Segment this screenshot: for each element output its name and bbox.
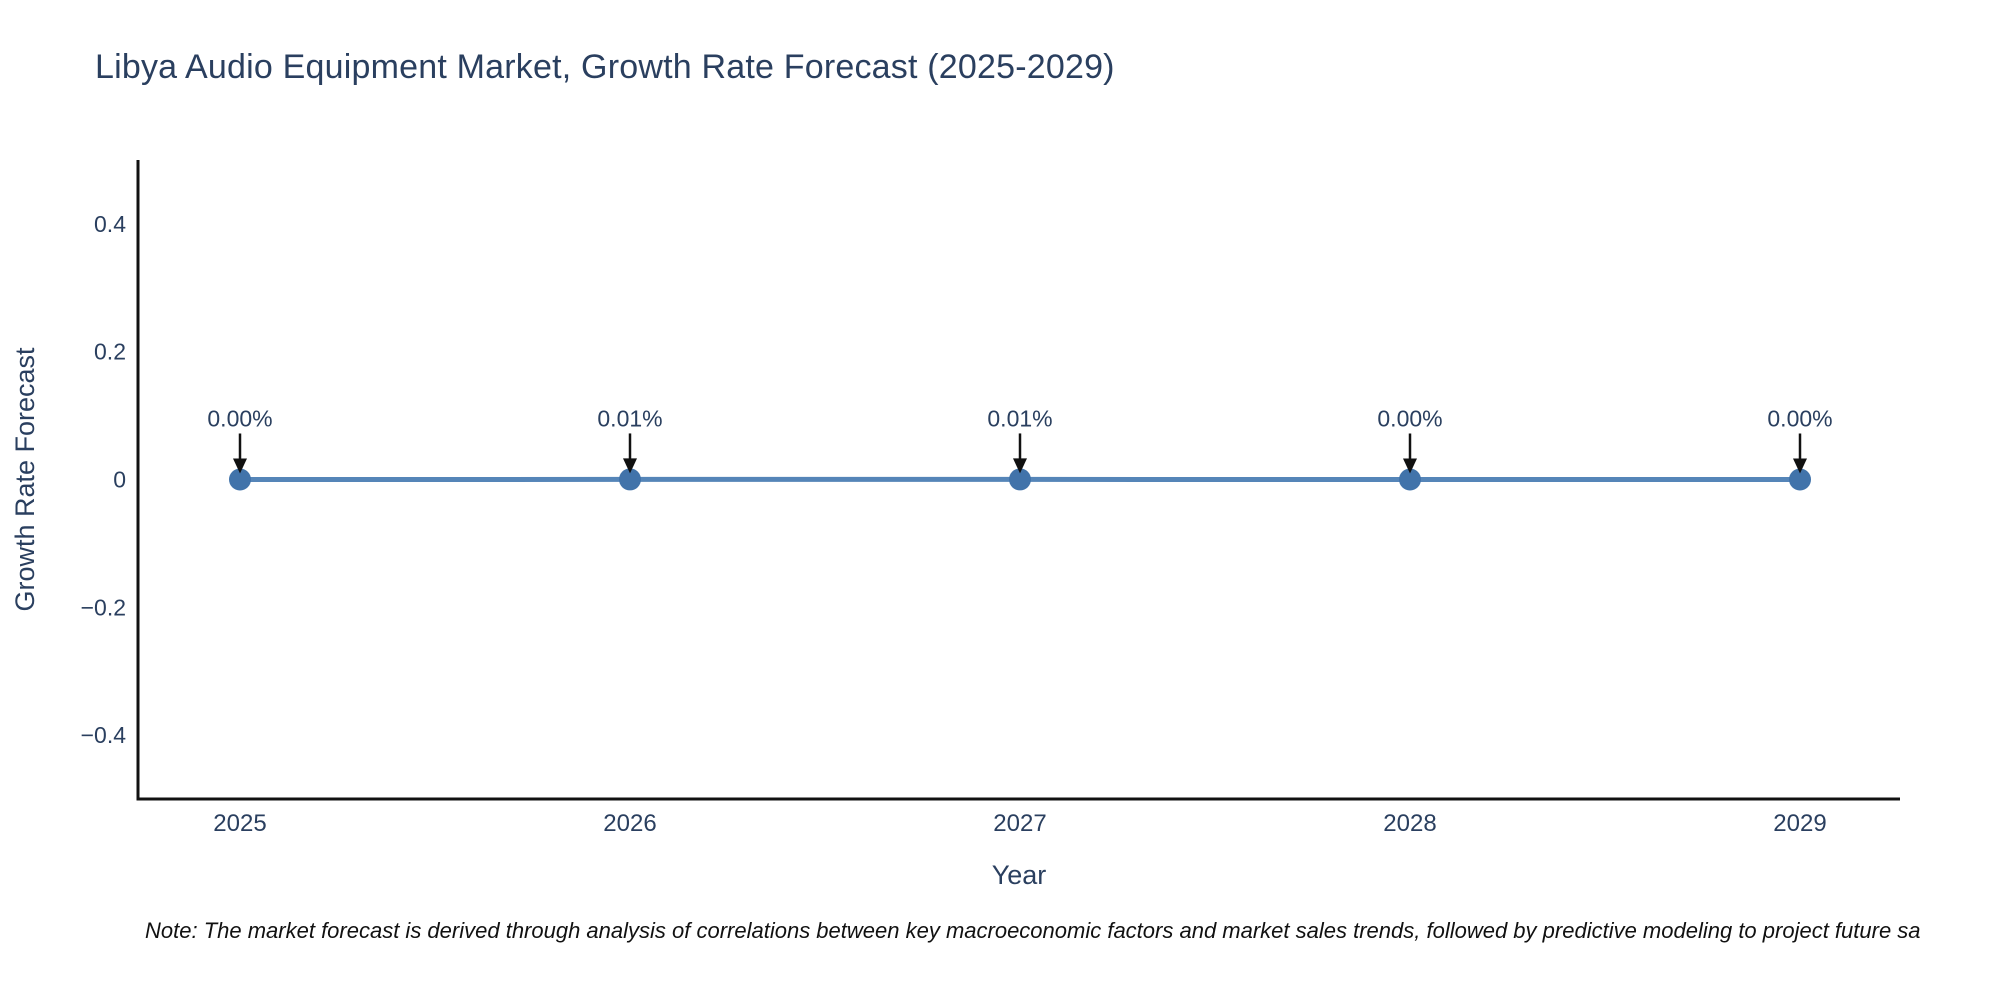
- chart-title: Libya Audio Equipment Market, Growth Rat…: [95, 48, 1115, 86]
- point-label: 0.01%: [597, 405, 662, 431]
- point-label: 0.00%: [207, 406, 272, 432]
- annotation-arrow-head: [1403, 458, 1417, 474]
- x-tick-label: 2028: [1383, 810, 1436, 837]
- footnote: Note: The market forecast is derived thr…: [145, 918, 1921, 943]
- x-tick-label: 2029: [1773, 810, 1826, 837]
- x-tick-label: 2027: [993, 810, 1046, 837]
- x-tick-label: 2026: [603, 810, 656, 837]
- annotation-arrow-head: [1013, 458, 1027, 474]
- annotation-arrow-head: [1793, 458, 1807, 474]
- data-point[interactable]: [619, 468, 641, 491]
- x-axis-title: Year: [992, 860, 1047, 890]
- point-label: 0.01%: [987, 405, 1052, 431]
- y-tick-label: 0: [113, 467, 126, 493]
- point-label: 0.00%: [1767, 406, 1832, 432]
- data-point[interactable]: [1399, 468, 1421, 491]
- y-tick-label: 0.4: [94, 211, 126, 237]
- data-point[interactable]: [229, 468, 251, 491]
- y-tick-label: 0.2: [94, 339, 126, 365]
- data-point[interactable]: [1789, 468, 1811, 491]
- annotation-arrow-head: [233, 458, 247, 474]
- data-point[interactable]: [1009, 468, 1031, 491]
- y-tick-label: −0.2: [81, 594, 126, 620]
- y-tick-label: −0.4: [81, 722, 127, 748]
- x-tick-label: 2025: [213, 810, 266, 837]
- y-axis-title: Growth Rate Forecast: [10, 347, 40, 612]
- annotation-arrow-head: [623, 458, 637, 474]
- point-label: 0.00%: [1377, 406, 1442, 432]
